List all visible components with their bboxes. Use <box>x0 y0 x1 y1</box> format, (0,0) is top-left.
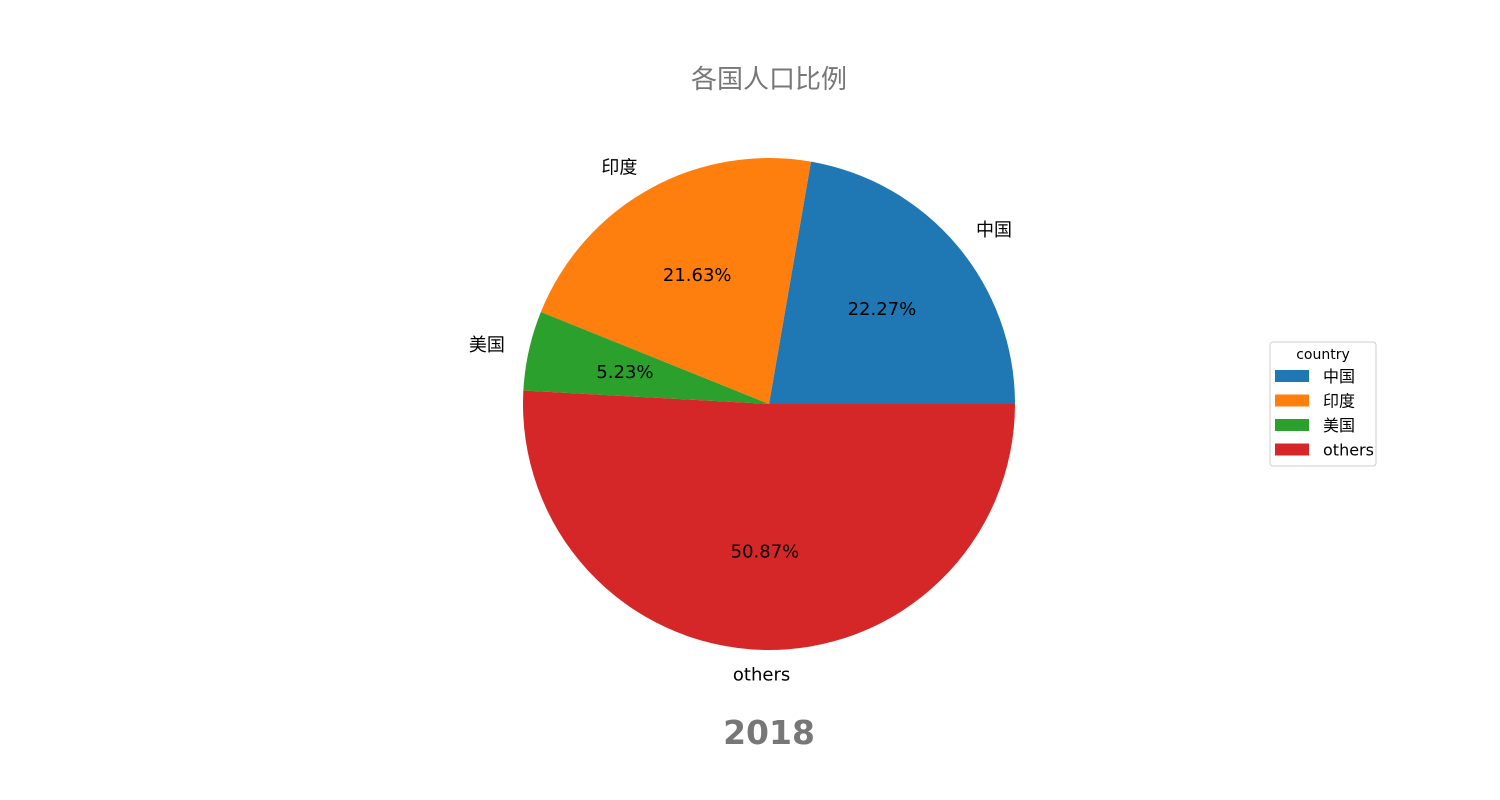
legend-swatch-1 <box>1275 394 1309 407</box>
pie-slice-0 <box>769 161 1015 404</box>
pie-slice-3 <box>523 390 1015 651</box>
pie-slice-1 <box>540 158 811 404</box>
slice-label-0: 中国 <box>976 220 1012 241</box>
slice-label-1: 印度 <box>601 158 637 179</box>
slice-label-3: others <box>733 664 790 685</box>
year-label: 2018 <box>723 713 815 752</box>
legend-label-2: 美国 <box>1323 416 1355 435</box>
legend-swatch-3 <box>1275 443 1309 456</box>
legend-label-3: others <box>1323 441 1374 460</box>
legend-swatch-0 <box>1275 370 1309 382</box>
percent-labels: 22.27% 21.63% 5.23% 50.87% <box>596 265 916 563</box>
pie-slices <box>523 158 1015 651</box>
slice-label-2: 美国 <box>469 335 505 356</box>
percent-label-0: 22.27% <box>848 299 917 320</box>
legend-label-1: 印度 <box>1323 392 1355 411</box>
percent-label-2: 5.23% <box>596 362 653 383</box>
percent-label-3: 50.87% <box>731 542 800 563</box>
pie-slice-2 <box>523 312 769 404</box>
legend-swatch-2 <box>1275 419 1309 431</box>
legend-title: country <box>1296 347 1350 363</box>
percent-label-1: 21.63% <box>663 265 732 286</box>
chart-title: 各国人口比例 <box>691 65 847 95</box>
legend-label-0: 中国 <box>1323 367 1355 386</box>
